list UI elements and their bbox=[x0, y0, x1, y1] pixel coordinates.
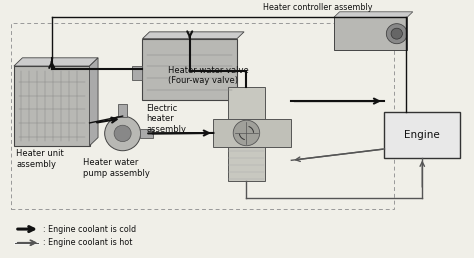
Text: Heater controller assembly: Heater controller assembly bbox=[263, 3, 373, 12]
FancyBboxPatch shape bbox=[143, 39, 237, 100]
FancyBboxPatch shape bbox=[14, 66, 90, 146]
Text: Electric
heater
assembly: Electric heater assembly bbox=[146, 104, 186, 134]
FancyBboxPatch shape bbox=[228, 87, 265, 181]
FancyBboxPatch shape bbox=[213, 119, 292, 147]
Text: Heater water valve
(Four-way valve): Heater water valve (Four-way valve) bbox=[168, 66, 249, 85]
Polygon shape bbox=[334, 12, 413, 17]
Text: Engine: Engine bbox=[404, 130, 440, 140]
Bar bbox=[11, 23, 394, 209]
Polygon shape bbox=[14, 58, 98, 66]
Polygon shape bbox=[90, 58, 98, 146]
FancyBboxPatch shape bbox=[334, 17, 407, 50]
Circle shape bbox=[105, 116, 141, 151]
Circle shape bbox=[391, 28, 402, 39]
Circle shape bbox=[114, 125, 131, 142]
FancyBboxPatch shape bbox=[132, 66, 143, 80]
Text: Heater unit
assembly: Heater unit assembly bbox=[16, 149, 64, 169]
FancyBboxPatch shape bbox=[140, 129, 153, 138]
Text: : Engine coolant is cold: : Engine coolant is cold bbox=[43, 224, 137, 233]
Circle shape bbox=[233, 120, 260, 146]
Circle shape bbox=[386, 24, 407, 44]
FancyBboxPatch shape bbox=[118, 104, 128, 117]
Text: Heater water
pump assembly: Heater water pump assembly bbox=[83, 158, 150, 178]
Text: : Engine coolant is hot: : Engine coolant is hot bbox=[43, 238, 133, 247]
Polygon shape bbox=[143, 32, 244, 39]
Bar bbox=[384, 112, 460, 158]
